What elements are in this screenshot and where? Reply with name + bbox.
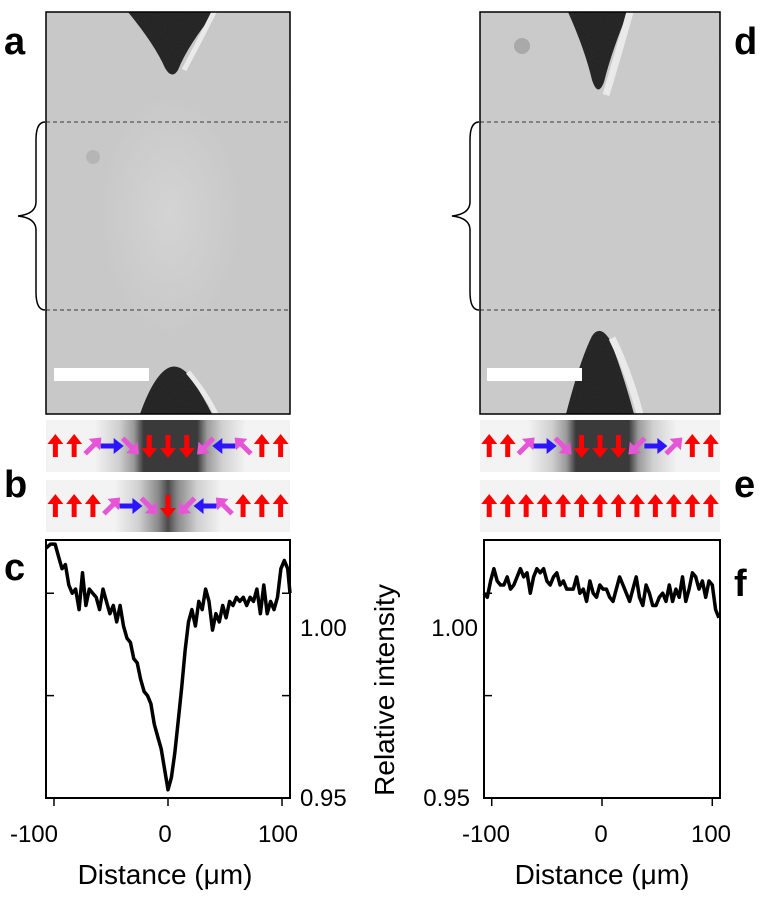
- spin-arrow-u: [610, 494, 627, 517]
- chart-f-xtick-0: 0: [594, 821, 607, 848]
- chart-c-ytick-100: 1.00: [300, 615, 347, 642]
- spin-arrow-ul: [215, 497, 234, 516]
- chart-f-series-line: [482, 566, 721, 619]
- scale-bar-a: [54, 368, 149, 381]
- spin-arrow-ul: [234, 437, 253, 456]
- chart-c-ytick-095: 0.95: [300, 785, 347, 812]
- panel-label-d: d: [734, 21, 757, 63]
- panel-label-f: f: [734, 563, 747, 605]
- chart-f-xlabel: Distance (μm): [515, 859, 690, 890]
- spin-arrow-u: [555, 494, 572, 517]
- spin-arrow-u: [47, 434, 64, 457]
- chart-c: -100 0 100 1.00 0.95 Distance (μm): [10, 539, 347, 890]
- spin-arrow-u: [499, 494, 516, 517]
- spin-arrow-u: [518, 494, 535, 517]
- spin-arrow-u: [66, 434, 83, 457]
- spin-arrow-dr: [139, 496, 158, 515]
- spin-arrow-u: [684, 494, 701, 517]
- spin-arrow-u: [665, 494, 682, 517]
- spin-arrow-u: [536, 494, 553, 517]
- spin-arrow-l: [212, 438, 236, 454]
- chart-f-xtick-neg100: -100: [462, 821, 510, 848]
- spin-arrow-u: [702, 434, 719, 457]
- chart-c-xtick-0: 0: [158, 821, 171, 848]
- spin-arrow-u: [272, 494, 289, 517]
- spin-arrow-d: [141, 435, 158, 458]
- spin-arrow-ur: [83, 437, 102, 456]
- spin-arrow-u: [253, 434, 270, 457]
- chart-f-ytick-100: 1.00: [431, 615, 478, 642]
- spin-arrow-r: [533, 438, 557, 454]
- spin-arrow-u: [684, 434, 701, 457]
- spin-arrow-u: [253, 494, 270, 517]
- spin-arrow-u: [272, 434, 289, 457]
- chart-c-xtick-neg100: -100: [10, 821, 58, 848]
- chart-f: -100 0 100 1.00 0.95 Distance (μm) Relat…: [369, 539, 731, 890]
- spin-arrow-d: [178, 435, 195, 458]
- chart-f-ytick-095: 0.95: [423, 785, 470, 812]
- spin-arrow-dl: [178, 496, 197, 515]
- spin-arrow-dl: [197, 436, 216, 455]
- spin-arrow-r: [119, 498, 143, 514]
- spin-arrow-d: [573, 435, 590, 458]
- brace-a: [17, 121, 46, 311]
- spin-arrow-u: [84, 494, 101, 517]
- spin-arrow-dr: [120, 436, 139, 455]
- spin-arrow-dl: [628, 436, 647, 455]
- spin-arrow-d: [592, 435, 608, 458]
- panel-d-image: [479, 11, 721, 415]
- spin-arrow-u: [481, 434, 498, 457]
- brace-d: [451, 121, 480, 311]
- spin-arrow-u: [628, 494, 645, 517]
- scale-bar-d: [487, 368, 582, 381]
- panel-label-a: a: [4, 21, 26, 63]
- chart-f-frame: [483, 539, 721, 799]
- spin-arrow-d: [160, 495, 176, 518]
- spin-arrow-u: [47, 494, 64, 517]
- chart-c-xlabel: Distance (μm): [78, 859, 253, 890]
- spin-arrow-u: [66, 494, 83, 517]
- panel-label-c: c: [4, 547, 25, 589]
- spin-arrow-r: [100, 438, 124, 454]
- spin-arrow-u: [499, 434, 516, 457]
- spin-arrow-u: [235, 494, 252, 517]
- spin-arrow-u: [647, 494, 664, 517]
- spin-arrow-d: [610, 435, 627, 458]
- spin-arrow-u: [592, 494, 608, 517]
- spin-arrow-ur: [664, 437, 683, 456]
- spin-arrow-ur: [102, 497, 121, 516]
- chart-f-xtick-100: 100: [691, 821, 731, 848]
- spin-arrow-d: [160, 435, 176, 458]
- chart-c-series-line: [44, 542, 292, 792]
- spin-arrow-u: [702, 494, 719, 517]
- panel-a-image: [45, 10, 291, 416]
- spin-arrow-u: [481, 494, 498, 517]
- chart-f-ylabel: Relative intensity: [369, 584, 400, 796]
- spin-arrow-r: [644, 438, 668, 454]
- spin-arrow-u: [573, 494, 590, 517]
- spin-arrow-ur: [516, 437, 535, 456]
- panel-label-b: b: [4, 464, 27, 506]
- spin-arrow-l: [193, 498, 217, 514]
- spin-arrows: [47, 434, 719, 518]
- chart-c-xtick-100: 100: [258, 821, 298, 848]
- panel-label-e: e: [734, 464, 755, 506]
- spin-arrow-dr: [553, 436, 572, 455]
